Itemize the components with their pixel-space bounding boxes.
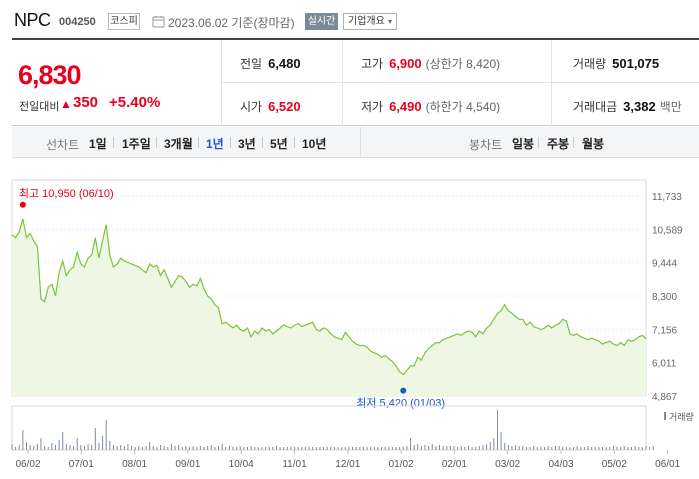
tab-10y[interactable]: 10년 [302, 137, 327, 151]
stat-open: 시가 6,520 [240, 98, 301, 115]
max-label: 최고 10,950 (06/10) [19, 187, 114, 200]
current-price: 6,830 [18, 60, 82, 90]
corp-info-dropdown[interactable]: 기업개요 ▾ [343, 13, 397, 30]
stat-sub: (상한가 8,420) [425, 57, 501, 71]
stat-value: 6,480 [268, 56, 301, 71]
stat-sub: (하한가 4,540) [425, 100, 501, 114]
divider [360, 127, 361, 158]
separator [294, 137, 295, 148]
divider [342, 40, 343, 126]
min-label: 최저 5,420 (01/03) [356, 397, 445, 410]
separator [538, 137, 539, 148]
stat-high: 고가 6,900 (상한가 8,420) [361, 55, 500, 72]
y-tick-label: 8,300 [652, 292, 677, 303]
realtime-button[interactable]: 실시간 [305, 13, 338, 30]
tab-1d[interactable]: 1일 [89, 137, 107, 151]
volume-legend: 거래량 [669, 411, 694, 422]
x-tick-label: 06/01 [655, 459, 680, 470]
x-tick-label: 06/02 [15, 459, 40, 470]
stats-row-1: 전일 6,480 고가 6,900 (상한가 8,420) 거래량 501,075 [222, 40, 699, 83]
corp-info-label: 기업개요 [348, 16, 385, 27]
stat-volume: 거래량 501,075 [573, 55, 659, 72]
candle-chart-label: 봉차트 [469, 138, 503, 152]
y-tick-label: 10,589 [652, 225, 683, 236]
tab-weekly[interactable]: 주봉 [547, 137, 570, 151]
x-tick-label: 11/01 [282, 459, 307, 470]
up-triangle-icon: ▲ [60, 97, 72, 111]
stock-code: 004250 [59, 16, 96, 28]
price-area [12, 218, 646, 396]
diff-rate: +5.40% [109, 94, 161, 111]
tab-daily[interactable]: 일봉 [512, 137, 535, 151]
x-tick-label: 07/01 [69, 459, 94, 470]
separator [113, 137, 114, 148]
stat-label: 시가 [240, 100, 263, 114]
x-tick-label: 02/01 [442, 459, 467, 470]
x-tick-label: 01/02 [389, 459, 414, 470]
period-tabs: 선차트 1일 1주일 3개월 1년 3년 5년 10년 봉차트 일봉 주봉 월봉 [12, 127, 699, 158]
y-tick-label: 6,011 [652, 359, 677, 370]
min-marker [400, 387, 407, 394]
y-tick-label: 11,733 [652, 192, 682, 203]
volume-legend-swatch [664, 412, 666, 420]
price-line [11, 218, 647, 376]
market-badge: 코스피 [108, 13, 140, 30]
separator [573, 137, 574, 148]
stat-value: 6,900 [389, 56, 422, 71]
separator [156, 137, 157, 148]
x-tick-label: 08/01 [122, 459, 147, 470]
separator [198, 137, 199, 148]
stat-value: 6,490 [389, 99, 422, 114]
clock-icon [152, 16, 165, 28]
price-summary: 6,830 전일대비 ▲ 350 +5.40% 전일 6,480 고가 6,900(… [12, 38, 699, 126]
separator [230, 137, 231, 148]
tab-3y[interactable]: 3년 [238, 137, 256, 151]
y-tick-label: 9,444 [652, 259, 677, 270]
x-tick-label: 10/04 [229, 459, 254, 470]
diff-value: 350 [73, 94, 99, 111]
tab-5y[interactable]: 5년 [270, 137, 288, 151]
separator [262, 137, 263, 148]
x-tick-label: 03/02 [495, 459, 520, 470]
x-tick-label: 12/01 [335, 459, 360, 470]
stat-value: 6,520 [268, 99, 301, 114]
stat-low: 저가 6,490 (하한가 4,540) [361, 98, 500, 115]
stat-amount: 거래대금 3,382 백만 [573, 98, 682, 115]
stats-row-2: 시가 6,520 저가 6,490 (하한가 4,540) 거래대금 3,382 백만 [222, 83, 699, 126]
chevron-down-icon: ▾ [387, 17, 392, 26]
x-tick-label: 05/02 [602, 459, 627, 470]
current-price-box: 6,830 전일대비 ▲ 350 +5.40% [12, 40, 222, 126]
diff-label: 전일대비 [19, 101, 60, 113]
tab-monthly[interactable]: 월봉 [582, 137, 605, 151]
y-tick-label: 4,867 [652, 392, 677, 403]
stat-label: 전일 [240, 57, 263, 71]
max-marker [19, 201, 26, 208]
stat-prev: 전일 6,480 [240, 55, 301, 72]
tab-3m[interactable]: 3개월 [164, 137, 193, 151]
stock-name: NPC [14, 10, 51, 30]
stock-header: NPC 004250 코스피 2023.06.02 기준(장마감) 실시간 기업… [0, 0, 699, 38]
x-tick-label: 09/01 [175, 459, 200, 470]
divider [551, 40, 552, 126]
line-chart-label: 선차트 [46, 138, 80, 152]
stat-label: 저가 [361, 100, 384, 114]
tab-1w[interactable]: 1주일 [122, 137, 151, 151]
y-tick-label: 7,156 [652, 325, 677, 336]
base-date: 2023.06.02 기준(장마감) [168, 16, 295, 30]
stat-label: 고가 [361, 57, 384, 71]
tab-1y[interactable]: 1년 [206, 137, 224, 151]
stat-value: 501,075 [612, 56, 660, 71]
price-chart[interactable]: 11,733 10,589 9,444 8,300 7,156 6,011 4,867 최고 … [0, 158, 699, 479]
x-tick-label: 04/03 [548, 459, 573, 470]
stat-label: 거래량 [573, 57, 607, 71]
stat-value: 3,382 [623, 99, 656, 114]
stat-label: 거래대금 [573, 100, 618, 114]
stat-unit: 백만 [659, 100, 682, 114]
volume-frame [11, 405, 647, 451]
